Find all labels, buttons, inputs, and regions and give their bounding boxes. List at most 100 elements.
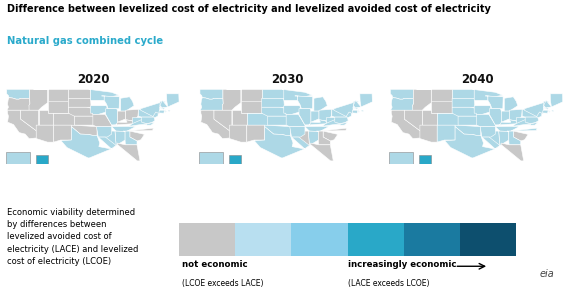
Polygon shape: [509, 109, 522, 121]
Polygon shape: [127, 128, 153, 131]
Polygon shape: [232, 110, 262, 125]
Polygon shape: [522, 109, 539, 117]
Polygon shape: [404, 110, 422, 131]
Polygon shape: [115, 131, 125, 146]
Text: increasingly economic: increasingly economic: [347, 260, 456, 269]
Bar: [6, 152, 29, 164]
Polygon shape: [72, 125, 97, 135]
Polygon shape: [126, 109, 138, 121]
Polygon shape: [452, 107, 478, 116]
Polygon shape: [548, 110, 550, 112]
Polygon shape: [247, 113, 268, 125]
Polygon shape: [358, 110, 360, 112]
Bar: [199, 152, 223, 164]
Polygon shape: [511, 128, 537, 131]
Polygon shape: [513, 117, 538, 126]
Polygon shape: [332, 109, 349, 117]
Polygon shape: [417, 89, 452, 103]
Polygon shape: [247, 125, 265, 142]
Polygon shape: [496, 120, 518, 125]
Polygon shape: [93, 114, 112, 127]
Polygon shape: [74, 116, 96, 125]
Polygon shape: [33, 89, 69, 103]
Title: 2040: 2040: [461, 73, 494, 86]
Polygon shape: [317, 131, 330, 145]
Polygon shape: [164, 110, 167, 112]
Polygon shape: [290, 127, 305, 137]
Polygon shape: [8, 110, 37, 139]
Polygon shape: [322, 117, 347, 126]
Polygon shape: [112, 120, 134, 125]
Polygon shape: [200, 98, 223, 110]
Polygon shape: [141, 101, 164, 117]
Polygon shape: [499, 131, 509, 146]
Polygon shape: [346, 117, 348, 121]
Polygon shape: [544, 101, 549, 105]
Polygon shape: [123, 131, 137, 145]
Polygon shape: [200, 89, 223, 99]
Polygon shape: [504, 97, 518, 111]
Polygon shape: [353, 108, 364, 112]
Polygon shape: [544, 100, 552, 108]
Polygon shape: [91, 106, 110, 114]
Text: (LACE exceeds LCOE): (LACE exceeds LCOE): [347, 279, 429, 288]
Text: Economic viability determined
by differences between
levelized avoided cost of
e: Economic viability determined by differe…: [7, 208, 138, 266]
Polygon shape: [452, 89, 474, 98]
Polygon shape: [89, 89, 119, 100]
Polygon shape: [496, 126, 519, 132]
Polygon shape: [514, 131, 528, 141]
Polygon shape: [265, 125, 290, 135]
Polygon shape: [159, 110, 164, 113]
Polygon shape: [69, 107, 95, 116]
Text: Difference between levelized cost of electricity and levelized avoided cost of e: Difference between levelized cost of ele…: [7, 4, 491, 14]
Polygon shape: [262, 89, 284, 98]
Polygon shape: [96, 127, 112, 137]
Polygon shape: [286, 114, 305, 127]
Polygon shape: [550, 94, 563, 107]
Polygon shape: [222, 89, 241, 110]
Polygon shape: [160, 101, 166, 105]
Polygon shape: [299, 131, 309, 149]
Polygon shape: [61, 127, 111, 158]
Polygon shape: [473, 89, 503, 100]
Polygon shape: [437, 113, 458, 125]
Polygon shape: [501, 143, 524, 161]
Polygon shape: [391, 98, 414, 110]
Polygon shape: [54, 113, 74, 125]
Polygon shape: [420, 125, 437, 142]
Polygon shape: [320, 128, 347, 131]
Polygon shape: [480, 127, 496, 137]
Polygon shape: [310, 143, 334, 161]
Polygon shape: [458, 116, 480, 125]
Polygon shape: [160, 100, 168, 108]
Polygon shape: [319, 109, 332, 121]
Polygon shape: [360, 94, 372, 107]
Polygon shape: [391, 110, 421, 139]
Polygon shape: [39, 110, 69, 125]
Polygon shape: [112, 126, 135, 132]
Title: 2020: 2020: [77, 73, 110, 86]
Polygon shape: [353, 100, 361, 108]
Polygon shape: [489, 109, 501, 125]
Polygon shape: [129, 117, 154, 126]
Polygon shape: [455, 125, 481, 135]
Polygon shape: [21, 110, 39, 131]
Polygon shape: [117, 143, 140, 161]
Polygon shape: [268, 116, 290, 125]
Polygon shape: [118, 111, 126, 122]
Polygon shape: [323, 131, 338, 141]
Polygon shape: [482, 137, 500, 149]
Polygon shape: [69, 98, 91, 107]
Polygon shape: [452, 98, 475, 107]
Polygon shape: [159, 108, 170, 112]
Text: (LCOE exceeds LACE): (LCOE exceeds LACE): [182, 279, 263, 288]
Polygon shape: [422, 110, 452, 125]
Title: 2030: 2030: [271, 73, 304, 86]
Polygon shape: [214, 110, 232, 131]
Polygon shape: [501, 111, 509, 122]
Polygon shape: [295, 96, 313, 109]
Polygon shape: [524, 101, 548, 117]
Polygon shape: [525, 117, 538, 124]
Polygon shape: [130, 131, 144, 141]
Polygon shape: [431, 101, 452, 113]
